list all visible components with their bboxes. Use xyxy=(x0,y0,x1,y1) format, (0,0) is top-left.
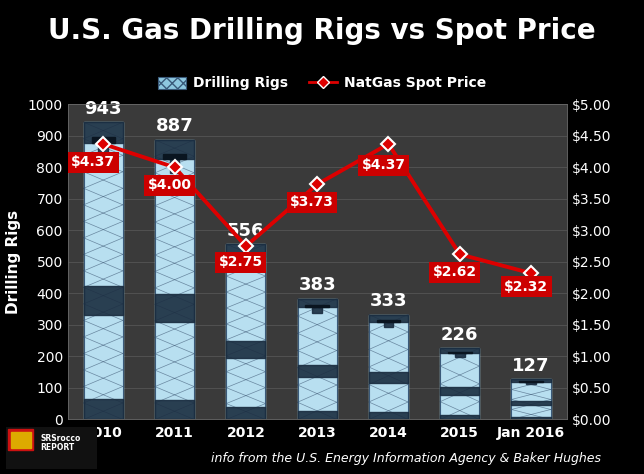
Bar xyxy=(84,399,123,419)
Bar xyxy=(369,372,408,383)
Bar xyxy=(440,414,479,419)
Bar xyxy=(526,382,536,384)
Bar xyxy=(234,253,258,256)
Text: 887: 887 xyxy=(156,117,193,135)
Bar xyxy=(511,380,551,419)
Text: 383: 383 xyxy=(298,276,336,294)
Bar xyxy=(163,154,186,159)
Bar xyxy=(448,352,471,353)
Bar xyxy=(511,380,551,382)
Bar xyxy=(226,244,265,419)
Bar xyxy=(241,256,251,265)
Bar xyxy=(369,315,408,419)
Bar xyxy=(84,122,123,419)
Bar xyxy=(298,411,337,419)
Bar xyxy=(511,401,551,405)
Bar xyxy=(11,432,31,448)
Bar xyxy=(155,140,194,159)
Bar xyxy=(91,137,115,143)
Bar xyxy=(440,348,479,419)
Text: $3.73: $3.73 xyxy=(290,195,334,210)
Text: $4.00: $4.00 xyxy=(147,178,191,192)
Bar xyxy=(298,365,337,377)
Text: REPORT: REPORT xyxy=(41,443,75,452)
Text: 943: 943 xyxy=(84,100,122,118)
Text: 127: 127 xyxy=(513,357,550,375)
Bar xyxy=(369,315,408,419)
Bar xyxy=(511,417,551,419)
Bar xyxy=(226,244,265,256)
Bar xyxy=(8,428,33,450)
Y-axis label: Drilling Rigs: Drilling Rigs xyxy=(6,210,21,314)
Bar xyxy=(298,299,337,419)
Bar xyxy=(440,348,479,419)
Bar xyxy=(511,380,551,419)
Bar xyxy=(455,353,465,357)
Bar xyxy=(155,140,194,419)
Bar xyxy=(226,244,265,419)
Legend: Drilling Rigs, NatGas Spot Price: Drilling Rigs, NatGas Spot Price xyxy=(153,71,491,96)
Bar xyxy=(298,299,337,419)
Bar xyxy=(169,159,180,173)
Bar xyxy=(369,315,408,322)
Text: 226: 226 xyxy=(441,326,478,344)
Bar xyxy=(226,341,265,358)
Bar xyxy=(84,286,123,316)
Text: 556: 556 xyxy=(227,221,265,239)
Text: $2.32: $2.32 xyxy=(504,280,548,294)
Bar xyxy=(312,307,322,313)
Text: 333: 333 xyxy=(370,292,407,310)
Bar xyxy=(440,348,479,353)
Text: $4.37: $4.37 xyxy=(361,158,405,172)
Text: U.S. Gas Drilling Rigs vs Spot Price: U.S. Gas Drilling Rigs vs Spot Price xyxy=(48,17,596,45)
Bar xyxy=(84,122,123,419)
Bar xyxy=(155,294,194,322)
Bar xyxy=(84,122,123,143)
Text: $4.37: $4.37 xyxy=(71,155,115,169)
Bar xyxy=(99,143,108,158)
Text: SRSrocco: SRSrocco xyxy=(41,434,81,443)
Bar xyxy=(377,320,400,322)
Bar xyxy=(155,140,194,419)
Text: $2.75: $2.75 xyxy=(219,255,263,269)
Bar xyxy=(369,412,408,419)
Bar xyxy=(298,299,337,307)
Bar xyxy=(440,387,479,394)
Bar xyxy=(155,400,194,419)
Bar xyxy=(226,407,265,419)
Bar xyxy=(384,322,393,327)
Text: $2.62: $2.62 xyxy=(433,265,477,279)
Text: info from the U.S. Energy Information Agency & Baker Hughes: info from the U.S. Energy Information Ag… xyxy=(211,453,601,465)
Bar xyxy=(305,305,329,307)
